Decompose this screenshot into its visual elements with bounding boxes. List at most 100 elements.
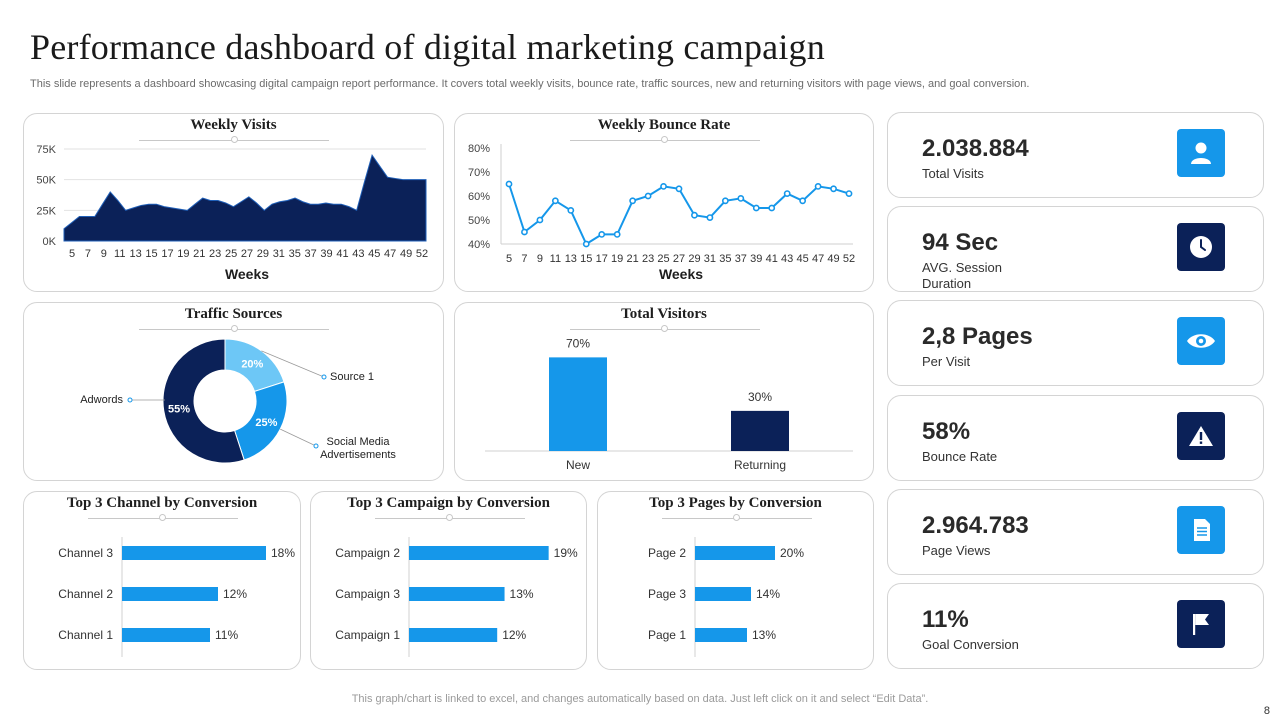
x-tick-label: 52 [416,248,428,260]
y-tick-label: Page 1 [648,628,686,642]
visits-area [63,153,427,242]
x-tick-label: 15 [580,253,592,265]
y-tick-label: Channel 3 [58,546,113,560]
kpi-value: 94 Sec [922,229,999,256]
bar [695,587,751,601]
title-divider-dot [661,136,668,143]
title-divider-dot [231,325,238,332]
top-pages-card: Top 3 Pages by Conversion Page 2 20% Page … [597,491,874,670]
y-tick-label: Campaign 2 [335,546,400,560]
bar [695,546,775,560]
pie-value-label: 55% [168,403,190,415]
bar [409,546,549,560]
warning-icon [1177,412,1225,460]
x-tick-label: 43 [352,248,364,260]
x-tick-label: 9 [101,248,107,260]
weekly-visits-title: Weekly Visits [190,117,277,133]
title-divider-dot [231,136,238,143]
bounce-rate-point [737,195,745,202]
weekly-visits-chart[interactable]: 0K 25K 50K 75K 5 7 9 11 13 15 17 19 21 23 25 27 29 31 35 37… [24,114,445,293]
pie-legend-label: Source 1 [330,371,374,383]
x-tick-label: 21 [193,248,205,260]
x-tick-label: 11 [114,248,125,260]
x-tick-label: 39 [750,253,762,265]
y-tick-label: Channel 2 [58,587,113,601]
x-axis-label: Weeks [225,266,269,282]
bounce-rate-point [691,211,698,219]
y-tick-label: 50K [36,175,56,187]
top-channel-chart[interactable]: Channel 3 18% Channel 2 12% Channel 1 11% [24,492,302,671]
y-tick-label: 0K [43,236,57,248]
total-visitors-chart[interactable]: 70% New 30% Returning [455,303,875,482]
title-divider-dot [446,514,453,521]
document-icon [1177,506,1225,554]
x-tick-label: 31 [704,253,716,265]
footer-note: This graph/chart is linked to excel, and… [351,693,929,705]
kpi-label: Bounce Rate [922,449,998,464]
x-tick-label: 27 [673,253,685,265]
bar-value-label: 11% [215,628,238,642]
traffic-sources-title: Traffic Sources [184,306,283,322]
y-tick-label: Campaign 1 [335,628,400,642]
kpi-bounce-rate: 58% Bounce Rate [887,395,1264,481]
x-tick-label: 13 [565,253,577,265]
pie-value-label: 20% [241,358,263,370]
top-campaign-chart[interactable]: Campaign 2 19% Campaign 3 13% Campaign 1 12% [311,492,588,671]
bounce-rate-line [508,183,850,246]
x-tick-label: 23 [642,253,654,265]
bar-value-label: 70% [566,336,590,350]
kpi-label: Per Visit [922,354,971,369]
user-icon [1177,129,1225,177]
x-tick-label: 41 [336,248,348,260]
kpi-label: Total Visits [922,166,984,181]
bar-value-label: 13% [752,628,776,642]
traffic-sources-card: Traffic Sources 20% 25% 55% Source 1 Social … [23,302,444,481]
weekly-bounce-rate-chart[interactable]: 40% 50% 60% 70% 80% 5 7 9 11 13 15 17 19 21 23 25 27 29 31… [455,114,875,293]
leader-line [261,350,325,378]
kpi-value: 11% [922,606,969,633]
bounce-rate-point [598,231,606,238]
weekly-visits-card: Weekly Visits 0K 25K 50K 75K 5 7 9 11 13 15 17 19 21… [23,113,444,292]
kpi-label: AVG. Session Duration [922,260,1002,291]
clock-icon [1177,223,1225,271]
page-number: 8 [1263,705,1270,717]
y-tick-label: 25K [36,205,56,217]
x-tick-label: 31 [273,248,285,260]
bar-value-label: 20% [780,546,804,560]
y-tick-label: 80% [468,143,490,155]
x-tick-label: 7 [521,253,527,265]
bounce-rate-point [644,192,652,200]
total-visitors-title: Total Visitors [621,306,707,322]
pie-value-label: 25% [255,417,277,429]
bar [409,628,498,642]
bar-value-label: 13% [510,587,534,601]
bounce-rate-point [551,197,559,205]
pie-legend-label: Social Media [327,436,391,448]
traffic-sources-chart[interactable]: 20% 25% 55% Source 1 Social MediaAdvertiseme… [24,303,445,482]
x-tick-label: 15 [145,248,157,260]
x-tick-label: 29 [257,248,269,260]
x-tick-label: 17 [161,248,173,260]
x-tick-label: 9 [537,253,543,265]
bar [695,628,747,642]
pie-legend-label: Adwords [80,394,123,406]
bounce-rate-point [752,204,760,212]
top-pages-title: Top 3 Pages by Conversion [649,495,822,511]
bounce-rate-point [814,183,822,190]
kpi-label: Page Views [922,543,991,558]
bounce-rate-point [799,197,807,205]
top-pages-chart[interactable]: Page 2 20% Page 3 14% Page 1 13% [598,492,875,671]
page-subtitle: This slide represents a dashboard showca… [30,78,1030,90]
x-tick-label: Returning [734,458,786,472]
bar [122,587,218,601]
bar-value-label: 14% [756,587,780,601]
bar [409,587,505,601]
bounce-rate-point [660,183,667,190]
bounce-rate-point [768,204,776,212]
kpi-value: 2,8 Pages [922,323,1033,350]
kpi-label: Goal Conversion [922,637,1019,652]
kpi-value: 58% [922,418,971,445]
y-tick-label: Campaign 3 [335,587,400,601]
title-divider-dot [159,514,166,521]
y-tick-label: 40% [468,239,490,251]
